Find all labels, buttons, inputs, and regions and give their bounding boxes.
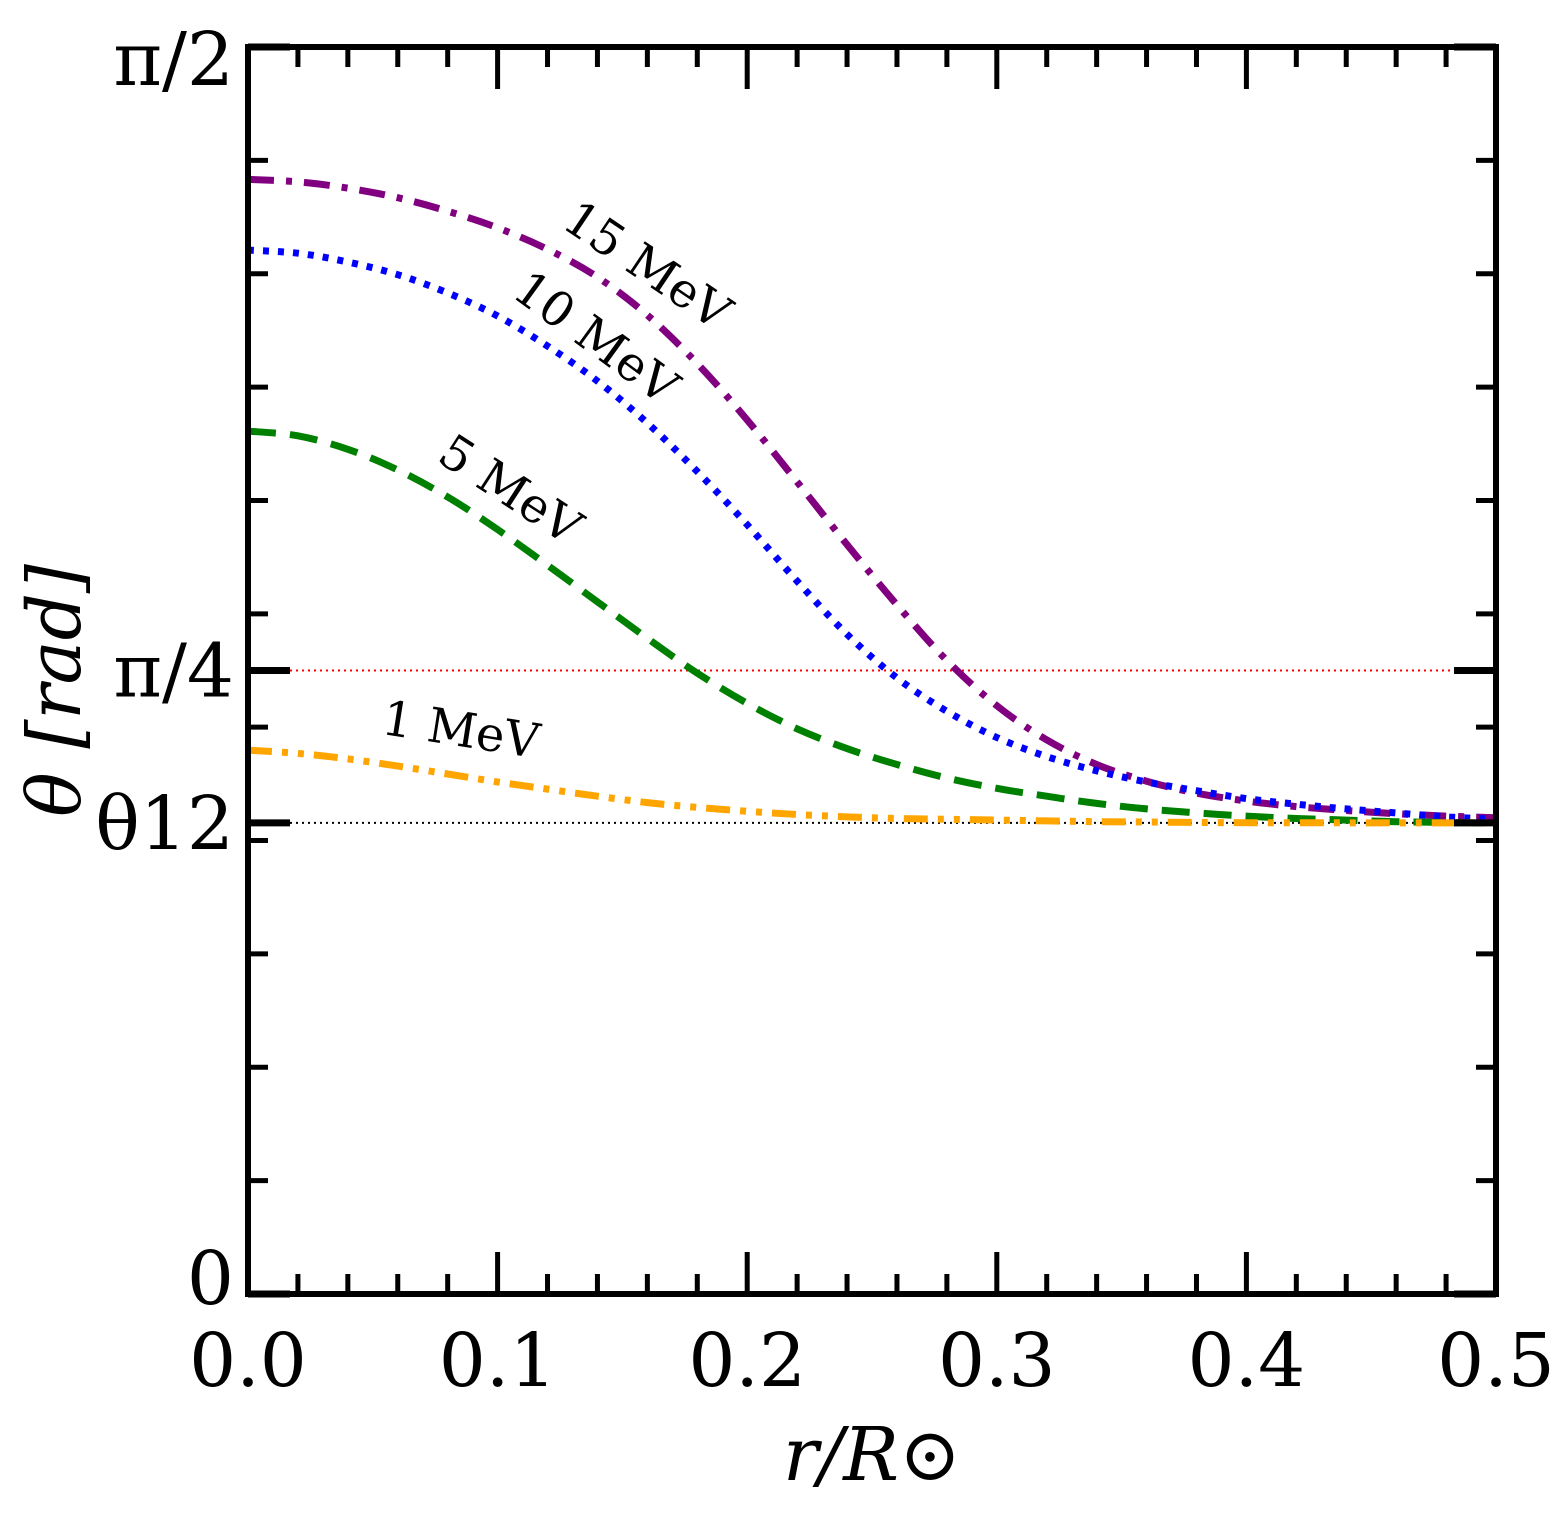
y-tick-label-4: π/4 xyxy=(113,629,234,715)
curve-label-1-mev: 1 MeV xyxy=(378,690,544,770)
x-tick-label-0-5: 0.5 xyxy=(1437,1318,1555,1404)
y-tick-label-2: π/2 xyxy=(113,17,234,103)
series-line-5-mev xyxy=(247,427,1497,827)
x-tick-label-0-4: 0.4 xyxy=(1188,1318,1306,1404)
y-axis-title: θ [rad] xyxy=(12,564,98,817)
y-tick-label-12: θ12 xyxy=(95,781,234,867)
x-tick-label-0-1: 0.1 xyxy=(439,1318,557,1404)
tick-labels-layer: 0.0 0.1 0.2 0.3 0.4 0.5 0 θ12 π/4 π/2 xyxy=(95,17,1555,1404)
x-tick-label-0-3: 0.3 xyxy=(938,1318,1056,1404)
y-tick-label-0: 0 xyxy=(187,1236,234,1322)
curve-label-5-mev: 5 MeV xyxy=(429,423,593,557)
x-tick-label-0-2: 0.2 xyxy=(688,1318,806,1404)
x-tick-label-0-0: 0.0 xyxy=(189,1318,307,1404)
series-layer xyxy=(247,175,1497,827)
ticks-layer xyxy=(245,43,1499,1298)
x-axis-title: r/R⊙ xyxy=(783,1412,961,1498)
series-line-1-mev xyxy=(247,746,1496,827)
series-line-10-mev xyxy=(247,246,1497,823)
